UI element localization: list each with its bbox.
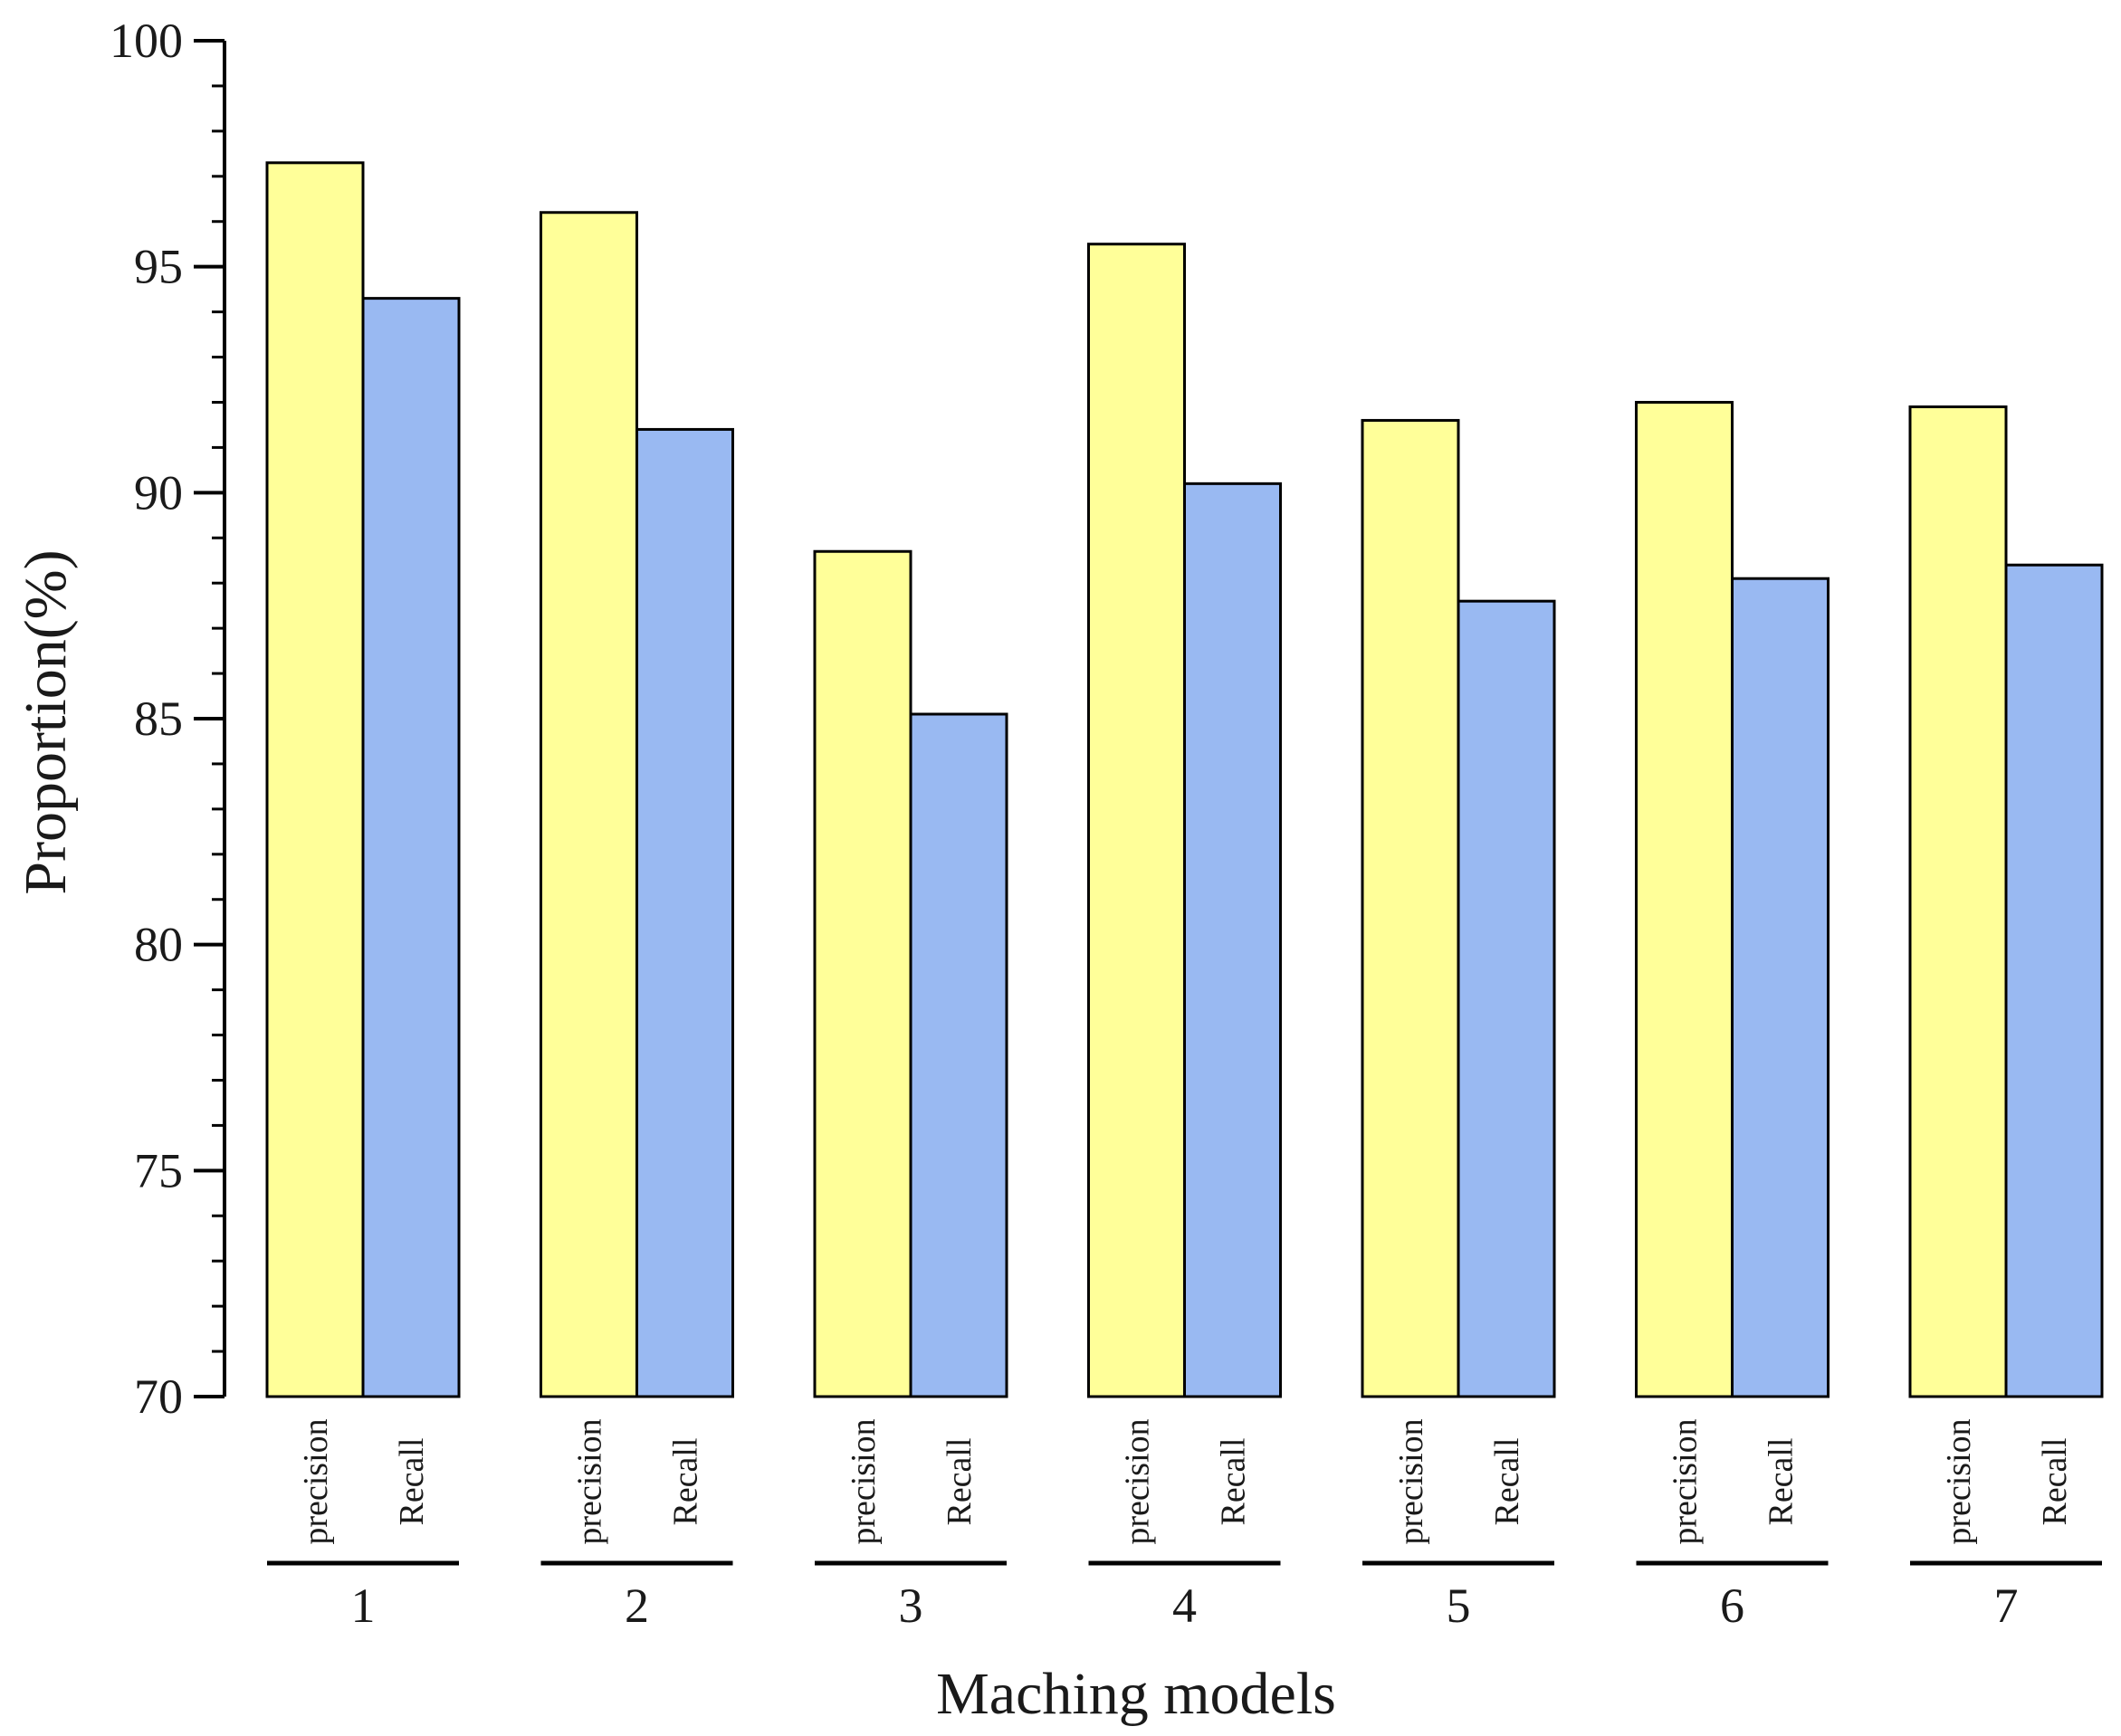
bar-precision-3: [813, 549, 912, 1398]
bar-precision-2: [540, 211, 638, 1398]
bar-recall-2: [635, 427, 734, 1398]
x-category-label: 7: [1994, 1579, 2019, 1633]
bar-precision-6: [1635, 400, 1734, 1398]
y-axis: 70 75 80 85 90 95 100: [110, 14, 226, 1424]
y-tick-label: 95: [134, 240, 183, 294]
bar-recall-6: [1731, 577, 1830, 1398]
bar-precision-7: [1908, 405, 2008, 1398]
bar-recall-5: [1457, 599, 1556, 1398]
bar-precision-4: [1087, 243, 1186, 1398]
bar-series-label: Recall: [1763, 1437, 1801, 1525]
bar-series-label: Recall: [1215, 1437, 1253, 1525]
bar-series-label: Recall: [941, 1437, 979, 1525]
x-category-label: 4: [1172, 1579, 1197, 1633]
bar-recall-7: [2004, 563, 2104, 1398]
bar-series-label: precision: [1940, 1418, 1978, 1544]
y-tick-label: 80: [134, 918, 183, 972]
bars-group: [265, 161, 2104, 1398]
bar-precision-5: [1361, 418, 1460, 1398]
y-tick-label: 75: [134, 1143, 183, 1197]
y-tick-label: 85: [134, 692, 183, 746]
bar-precision-1: [265, 161, 365, 1398]
bar-series-label: precision: [1119, 1418, 1157, 1544]
x-category-label: 6: [1720, 1579, 1744, 1633]
y-tick-label: 100: [110, 14, 183, 68]
x-category-label: 5: [1447, 1579, 1471, 1633]
x-category-label: 2: [625, 1579, 649, 1633]
x-category-label: 3: [899, 1579, 923, 1633]
x-axis-title: Maching models: [936, 1661, 1336, 1727]
bar-recall-3: [909, 712, 1008, 1398]
bar-series-label: precision: [571, 1418, 609, 1544]
bar-series-label: Recall: [1488, 1437, 1526, 1525]
y-tick-label: 70: [134, 1369, 183, 1424]
x-category-label: 1: [351, 1579, 376, 1633]
bar-series-label: precision: [1392, 1418, 1430, 1544]
bar-series-label: precision: [1667, 1418, 1705, 1544]
bar-recall-1: [361, 297, 461, 1398]
x-axis-groups: precision Recall 1 precision Recall 2 precisio…: [267, 1418, 2102, 1633]
bar-recall-4: [1183, 482, 1282, 1398]
y-tick-label: 90: [134, 465, 183, 520]
bar-series-label: Recall: [667, 1437, 705, 1525]
bar-series-label: Recall: [393, 1437, 431, 1525]
bar-series-label: Recall: [2036, 1437, 2074, 1525]
y-axis-title: Proportion(%): [13, 549, 79, 894]
bar-series-label: precision: [845, 1418, 883, 1544]
bar-series-label: precision: [297, 1418, 335, 1544]
